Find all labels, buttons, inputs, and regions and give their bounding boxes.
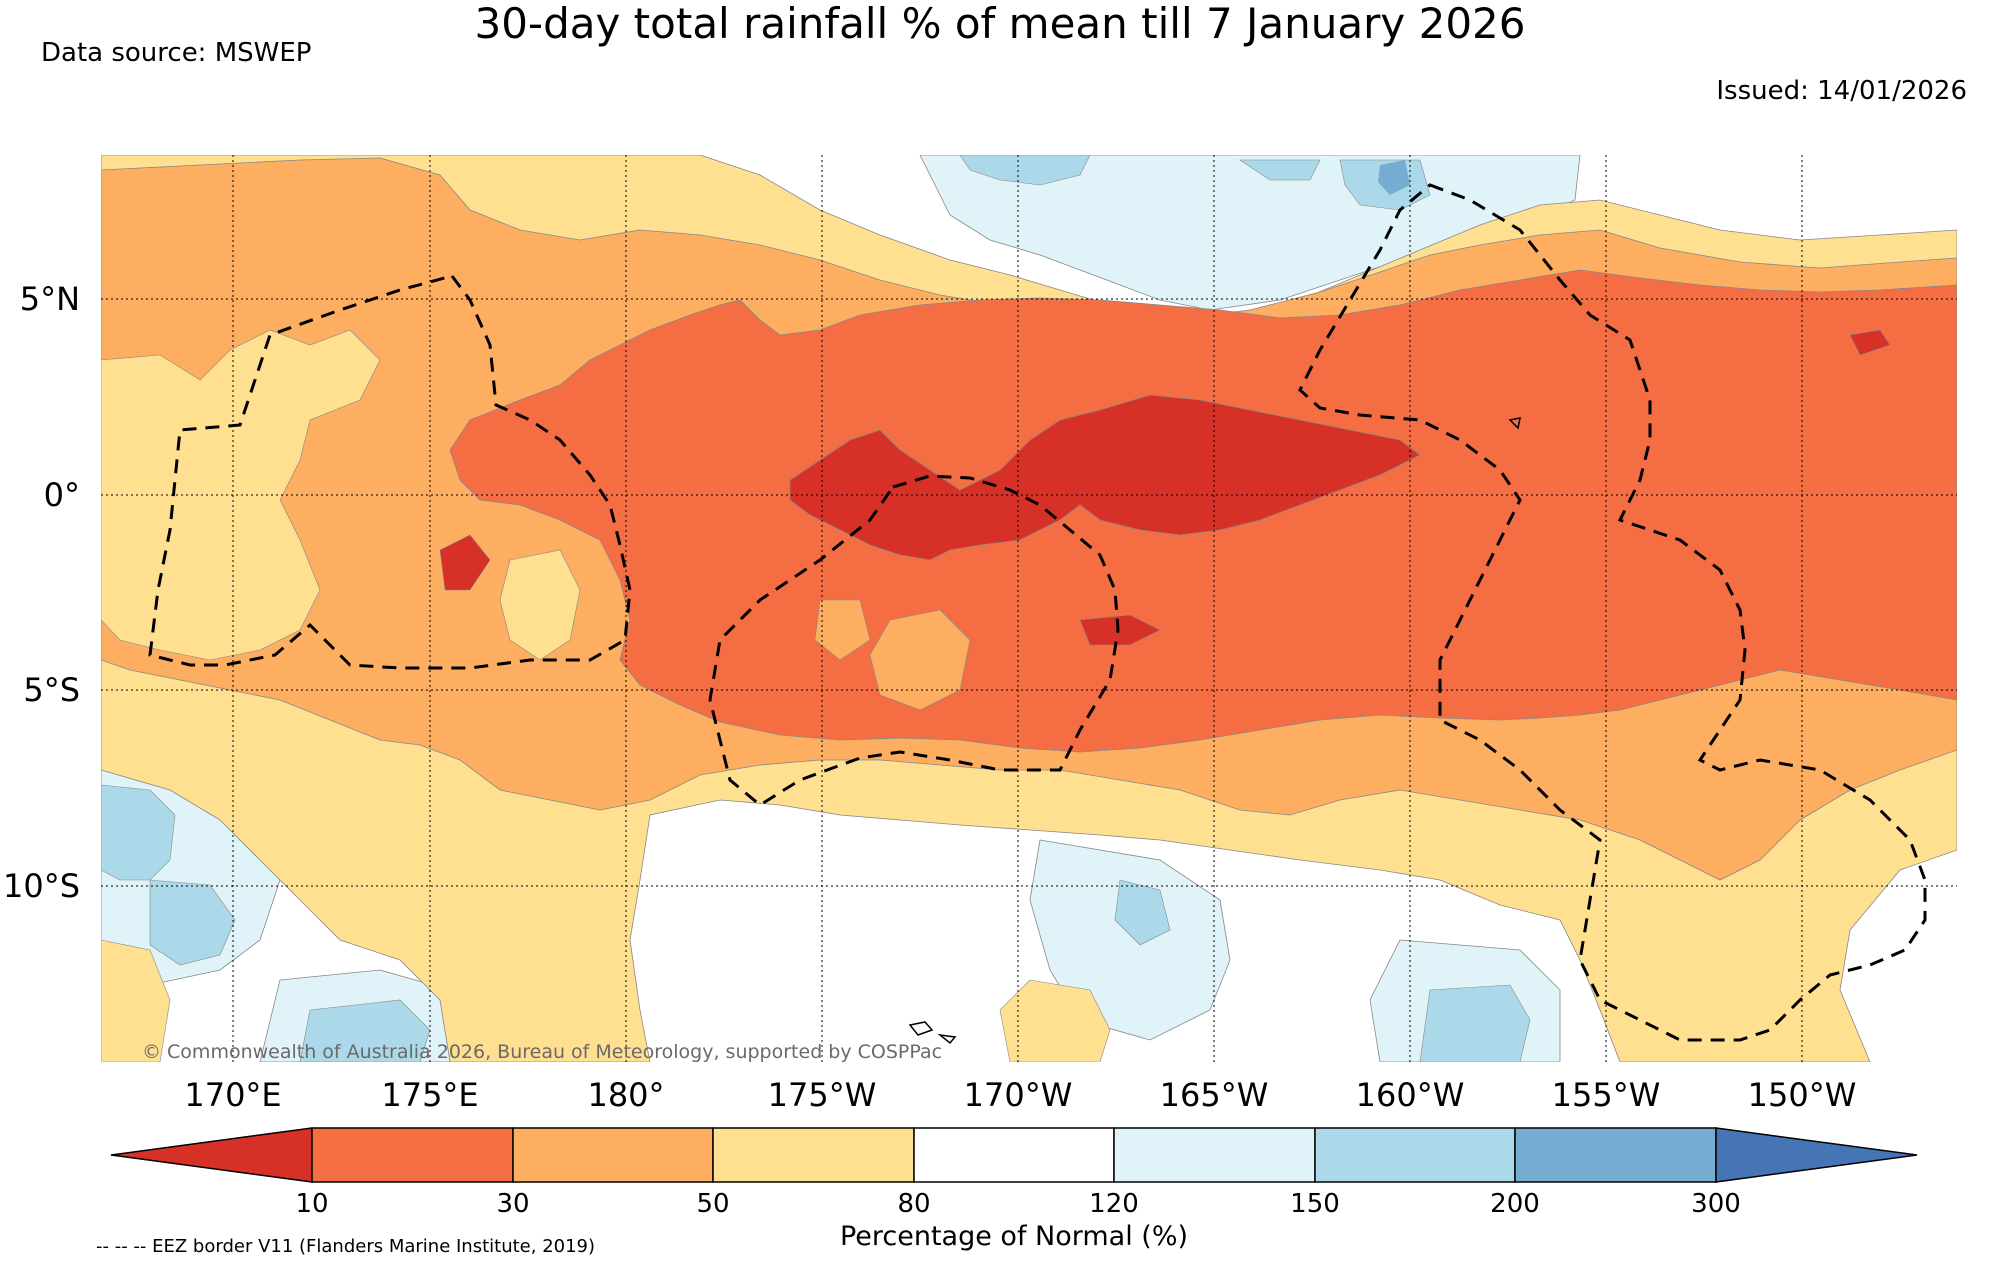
- eez-borders: [148, 183, 1927, 1042]
- lon-label: 160°W: [1356, 1076, 1465, 1114]
- colorbar-title: Percentage of Normal (%): [840, 1221, 1188, 1252]
- colorbar-segment: [1113, 1127, 1316, 1183]
- colorbar-tick: 10: [295, 1189, 328, 1219]
- lon-label: 180°: [587, 1076, 664, 1114]
- map-title: 30-day total rainfall % of mean till 7 J…: [474, 0, 1526, 48]
- dry-region-10-patch: [439, 329, 1891, 646]
- colorbar: 10 30 50 80 120 150 200 300 Percentage o…: [110, 1127, 1918, 1252]
- dry-region-10-core: [789, 394, 1421, 561]
- dry-region-80-pocket-2: [499, 549, 581, 661]
- colorbar-segment: [712, 1127, 915, 1183]
- colorbar-segment: [1314, 1127, 1516, 1183]
- lon-label: 155°W: [1552, 1076, 1661, 1114]
- lon-label: 170°W: [964, 1076, 1073, 1114]
- copyright-notice: © Commonwealth of Australia 2026, Bureau…: [142, 1041, 942, 1063]
- colorbar-tick: 200: [1490, 1189, 1540, 1219]
- eez-border-east: [1298, 183, 1927, 1042]
- lon-label: 175°W: [768, 1076, 877, 1114]
- island-outline: [1508, 417, 1521, 430]
- colorbar-segment: [1514, 1127, 1717, 1183]
- colorbar-tick: 50: [696, 1189, 729, 1219]
- colorbar-tick: 150: [1290, 1189, 1340, 1219]
- colorbar-segment: [913, 1127, 1115, 1183]
- rainfall-map-panel: © Commonwealth of Australia 2026, Bureau…: [101, 155, 1957, 1063]
- dry-region-80-south: [101, 939, 1111, 1062]
- latitude-labels: 5°N 0° 5°S 10°S: [3, 280, 80, 905]
- longitude-labels: 170°E 175°E 180° 175°W 170°W 165°W 160°W…: [184, 1076, 1856, 1114]
- wet-region-north-300: [1378, 160, 1410, 195]
- issued-date-label: Issued: 14/01/2026: [1716, 76, 1967, 106]
- colorbar-tick: 80: [897, 1189, 930, 1219]
- colorbar-extend-high: [1715, 1127, 1918, 1183]
- lat-label: 0°: [44, 476, 80, 514]
- colorbar-tick: 30: [496, 1189, 529, 1219]
- eez-footnote: -- -- -- EEZ border V11 (Flanders Marine…: [96, 1236, 596, 1257]
- lon-label: 175°E: [381, 1076, 478, 1114]
- wet-region-southwest-200: [101, 784, 236, 966]
- colorbar-tick: 300: [1691, 1189, 1741, 1219]
- lon-label: 170°E: [184, 1076, 281, 1114]
- lat-label: 5°N: [20, 280, 80, 318]
- island-outline: [908, 1021, 934, 1036]
- lon-label: 165°W: [1160, 1076, 1269, 1114]
- colorbar-segment: [311, 1127, 514, 1183]
- lat-label: 10°S: [3, 867, 80, 905]
- colorbar-segment: [512, 1127, 714, 1183]
- data-source-label: Data source: MSWEP: [41, 38, 312, 68]
- dry-region-50-pocket: [814, 599, 971, 711]
- dry-region-80-pocket: [101, 329, 381, 661]
- lon-label: 150°W: [1748, 1076, 1857, 1114]
- graticule: [101, 155, 1957, 1062]
- wet-region-south-200: [299, 879, 1531, 1062]
- colorbar-tick: 120: [1089, 1189, 1139, 1219]
- lat-label: 5°S: [23, 671, 80, 709]
- island-outlines: [908, 417, 1521, 1045]
- island-outline: [937, 1033, 957, 1045]
- colorbar-extend-low: [110, 1127, 313, 1183]
